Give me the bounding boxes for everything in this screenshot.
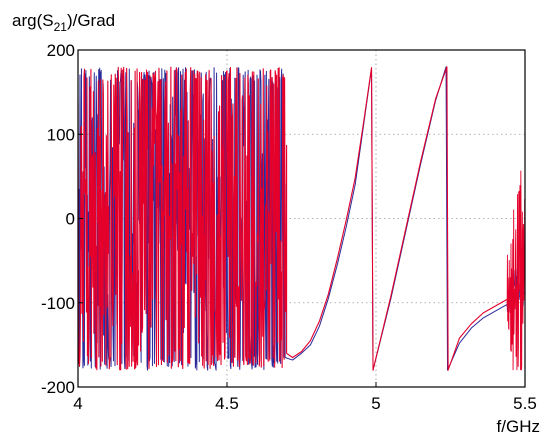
y-tick-label: 100 (47, 125, 75, 144)
y-tick-label: -200 (41, 378, 75, 397)
series-layer (77, 66, 526, 371)
x-tick-label: 5.5 (513, 394, 537, 413)
series-line-2 (77, 66, 526, 371)
y-axis-label-base: arg(S (12, 11, 54, 30)
y-tick-label: 200 (47, 41, 75, 60)
y-axis-label: arg(S21)/Grad (12, 11, 115, 34)
series-noise-2 (506, 170, 526, 371)
ticks: 4 4.5 5 5.5 -200 -100 0 100 200 (41, 41, 537, 413)
y-axis-label-rest: )/Grad (67, 11, 115, 30)
x-axis-label: f/GHz (497, 417, 540, 436)
y-tick-label: -100 (41, 294, 75, 313)
x-tick-label: 4 (73, 394, 82, 413)
y-tick-label: 0 (66, 210, 75, 229)
x-tick-label: 4.5 (215, 394, 239, 413)
x-tick-label: 5 (371, 394, 380, 413)
y-axis-label-subscript: 21 (54, 20, 68, 34)
